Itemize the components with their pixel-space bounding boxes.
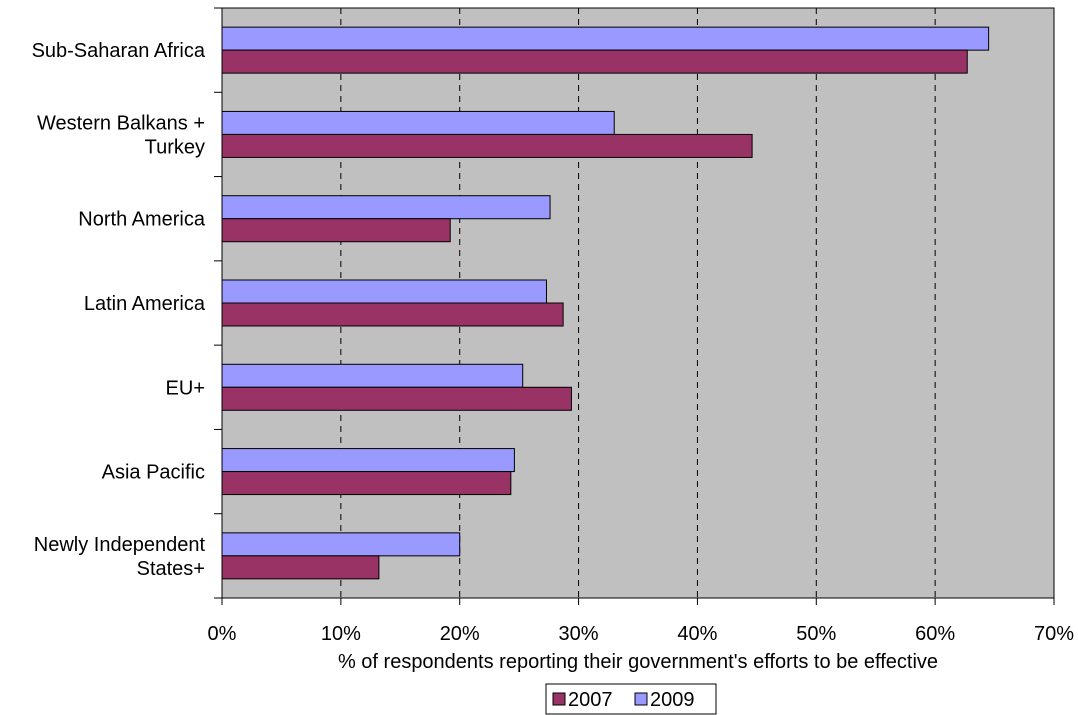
bar-2007 (221, 555, 380, 580)
category-label-line: Asia Pacific (102, 462, 205, 484)
bar-2009 (221, 532, 461, 557)
bar-2009 (221, 195, 551, 220)
bar-2009 (221, 26, 990, 51)
axes (214, 7, 1055, 605)
category-label-line: Sub-Saharan Africa (32, 40, 206, 62)
legend-box (545, 683, 717, 715)
bar-2007 (221, 386, 572, 411)
category-label-line: North America (78, 209, 206, 231)
category-label: North America (78, 209, 206, 231)
legend-swatch (634, 692, 648, 706)
category-label-line: Latin America (84, 293, 206, 315)
category-label: Latin America (84, 293, 206, 315)
bars (221, 26, 990, 580)
x-tick-label: 70% (1034, 623, 1074, 645)
x-tick-label: 60% (915, 623, 955, 645)
x-tick-label: 30% (559, 623, 599, 645)
category-labels: Sub-Saharan Africa Western Balkans + Turke… (32, 40, 206, 580)
bar-2007 (221, 302, 564, 327)
bar-2007 (221, 133, 753, 158)
category-label: Newly Independent States+ (34, 534, 206, 580)
x-tick-label: 20% (440, 623, 480, 645)
legend-swatch (552, 692, 566, 706)
category-label: Asia Pacific (102, 462, 205, 484)
x-tick-label: 10% (321, 623, 361, 645)
bar-2007 (221, 218, 451, 243)
bar-2009 (221, 279, 547, 304)
bar-2009 (221, 363, 524, 388)
category-label: EU+ (166, 377, 205, 399)
x-axis-title: % of respondents reporting their governm… (338, 651, 938, 673)
bar-2009 (221, 448, 515, 473)
category-label-line: Newly Independent (34, 534, 206, 556)
x-tick-label: 50% (796, 623, 836, 645)
bar-2007 (221, 49, 968, 74)
bar-2007 (221, 471, 512, 496)
category-label-line: Western Balkans + (37, 112, 205, 134)
category-label-line: EU+ (166, 377, 205, 399)
legend: 2007 2009 (545, 683, 717, 715)
x-tick-label: 40% (677, 623, 717, 645)
x-tick-labels: 0% 10% 20% 30% 40% 50% 60% 70% (208, 623, 1075, 645)
category-label-line: States+ (137, 558, 205, 580)
category-label: Sub-Saharan Africa (32, 40, 206, 62)
x-tick-label: 0% (208, 623, 237, 645)
legend-label: 2007 (568, 689, 613, 711)
category-label-line: Turkey (145, 136, 205, 158)
category-label: Western Balkans + Turkey (37, 112, 205, 158)
legend-label: 2009 (650, 689, 695, 711)
bar-2009 (221, 110, 615, 135)
